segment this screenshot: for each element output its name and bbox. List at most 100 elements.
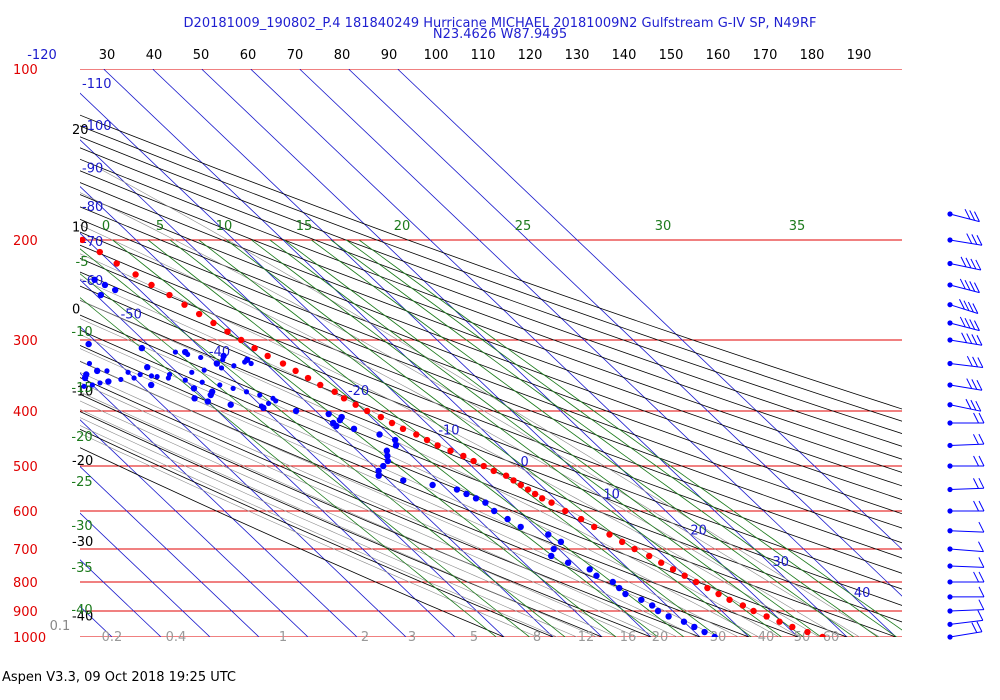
isotherm-line bbox=[80, 139, 603, 637]
wind-barb-flag bbox=[978, 586, 985, 598]
theta-e-label: 15 bbox=[296, 219, 313, 234]
theta-e-label: -10 bbox=[71, 325, 92, 340]
isotherm-line bbox=[80, 92, 652, 637]
mixing-ratio-line bbox=[80, 297, 497, 637]
temperature-point bbox=[591, 523, 598, 531]
dewpoint-scatter-point bbox=[125, 369, 131, 375]
dewpoint-point bbox=[3, 333, 9, 339]
mixing-ratio-label: 1 bbox=[279, 630, 287, 645]
dewpoint-point bbox=[517, 523, 524, 531]
temperature-point bbox=[195, 310, 203, 318]
mixing-ratio-label: 16 bbox=[620, 630, 637, 645]
isotherm-label: -110 bbox=[82, 77, 112, 92]
wind-barb-flag bbox=[967, 301, 974, 313]
moist-adiabat-line bbox=[80, 400, 618, 637]
temperature-point bbox=[562, 507, 569, 515]
wind-barb bbox=[947, 256, 982, 271]
wind-barb-flag bbox=[978, 412, 985, 424]
wind-barb bbox=[947, 521, 985, 534]
dewpoint-point bbox=[453, 486, 461, 493]
dewpoint-point bbox=[557, 538, 565, 546]
isotherm-label: 40 bbox=[854, 586, 871, 601]
dewpoint-scatter-point bbox=[243, 389, 250, 395]
wind-barb-flag bbox=[978, 521, 985, 533]
wind-barb-flag bbox=[973, 478, 979, 489]
dewpoint-scatter-point bbox=[148, 373, 155, 379]
temperature-point bbox=[739, 602, 747, 609]
dry-adiabat-line bbox=[80, 393, 653, 637]
top-axis-tick-label: 30 bbox=[99, 48, 116, 63]
dewpoint-point bbox=[49, 306, 55, 312]
temperature-point bbox=[776, 618, 783, 625]
isotherm-line bbox=[80, 372, 358, 637]
wind-barb bbox=[947, 433, 985, 449]
wind-barb-shaft bbox=[949, 619, 983, 625]
moist-adiabat-line bbox=[80, 360, 699, 637]
dry-adiabat-line bbox=[80, 377, 702, 637]
wind-barb-flag bbox=[965, 398, 972, 410]
dewpoint-point bbox=[383, 447, 391, 454]
wind-barb bbox=[947, 500, 985, 514]
dewpoint-point bbox=[190, 385, 198, 392]
mixing-ratio-line bbox=[346, 239, 898, 637]
temperature-point bbox=[789, 623, 796, 631]
theta-label: 20 bbox=[72, 123, 89, 138]
dewpoint-scatter-point bbox=[230, 385, 236, 391]
dewpoint-point bbox=[429, 481, 436, 489]
dry-adiabat-line bbox=[80, 244, 902, 559]
dewpoint-point bbox=[111, 286, 119, 294]
wind-barb bbox=[947, 208, 980, 223]
wind-barb bbox=[947, 398, 982, 412]
wind-barb bbox=[947, 316, 980, 332]
dewpoint-scatter-point bbox=[59, 362, 64, 367]
mixing-ratio-line bbox=[251, 239, 783, 637]
top-axis-tick-label: 100 bbox=[424, 48, 449, 63]
dry-adiabat-line bbox=[80, 428, 555, 637]
wind-barb-flag bbox=[978, 455, 985, 467]
temperature-point bbox=[646, 552, 653, 560]
wind-barb bbox=[947, 610, 984, 627]
temperature-point bbox=[399, 425, 407, 433]
dewpoint-point bbox=[34, 311, 40, 317]
mixing-ratio-line bbox=[80, 273, 531, 637]
dewpoint-point bbox=[548, 552, 555, 560]
dewpoint-point bbox=[472, 495, 480, 502]
isotherm-line bbox=[152, 69, 750, 637]
moist-adiabat-line bbox=[80, 253, 820, 637]
dry-adiabat-line bbox=[80, 411, 604, 637]
temperature-point bbox=[292, 367, 299, 375]
temperature-point bbox=[606, 531, 613, 538]
moist-adiabat-line bbox=[80, 425, 558, 637]
dewpoint-point bbox=[490, 507, 498, 515]
wind-barb-flag bbox=[973, 282, 980, 293]
dry-adiabat-line bbox=[80, 114, 902, 410]
mixing-ratio-label: 3 bbox=[408, 630, 416, 645]
dewpoint-scatter-point bbox=[185, 351, 191, 357]
theta-e-label: -5 bbox=[76, 255, 89, 270]
dewpoint-point bbox=[665, 613, 672, 620]
dewpoint-point bbox=[638, 596, 645, 603]
top-axis-tick-label: 90 bbox=[381, 48, 398, 63]
mixing-ratio-line bbox=[358, 239, 902, 631]
dewpoint-scatter-point bbox=[172, 349, 178, 355]
dewpoint-scatter-point bbox=[220, 357, 226, 363]
temperature-point bbox=[264, 352, 271, 360]
dry-adiabat-line bbox=[80, 271, 902, 590]
temperature-point bbox=[80, 236, 86, 244]
wind-barb-flag bbox=[959, 316, 966, 328]
wind-barb-flag bbox=[978, 599, 985, 610]
temperature-point bbox=[470, 457, 477, 465]
temperature-point bbox=[132, 271, 139, 278]
theta-e-label: -20 bbox=[71, 430, 92, 445]
wind-barb-station bbox=[947, 237, 953, 243]
dewpoint-point bbox=[609, 578, 617, 586]
mixing-ratio-label: 20 bbox=[652, 630, 669, 645]
wind-barb-flag bbox=[966, 233, 973, 244]
wind-barb-flag bbox=[978, 557, 985, 568]
isotherm-line bbox=[80, 232, 505, 637]
dewpoint-scatter-point bbox=[198, 354, 204, 361]
temperature-point bbox=[480, 462, 487, 470]
moist-adiabat-line bbox=[80, 409, 598, 637]
dewpoint-point bbox=[463, 490, 470, 498]
dewpoint-scatter-point bbox=[81, 383, 87, 389]
